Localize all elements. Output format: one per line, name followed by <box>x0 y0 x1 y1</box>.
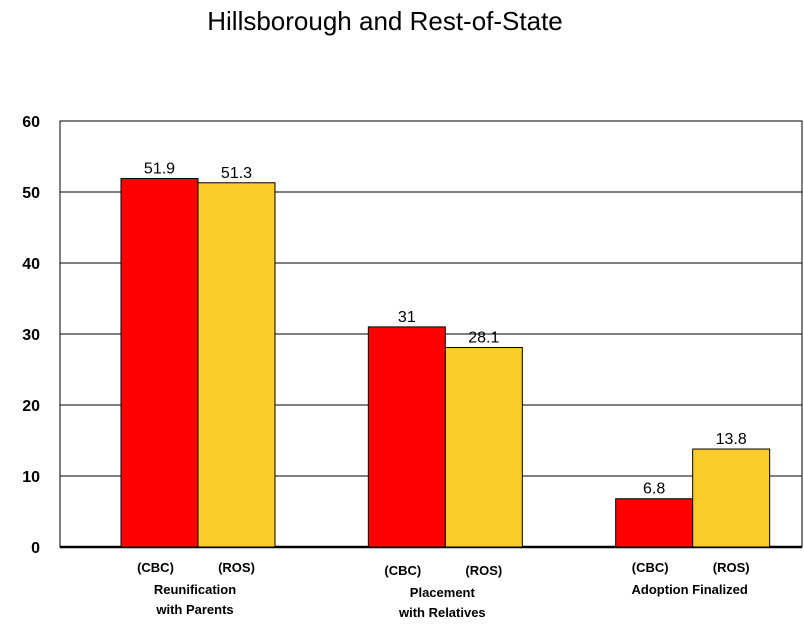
category-label: Adoption Finalized <box>632 582 748 597</box>
data-label: 51.3 <box>221 165 252 182</box>
chart-title: Hillsborough and Rest-of-State <box>207 6 563 36</box>
data-label: 28.1 <box>468 329 499 346</box>
y-tick-label: 50 <box>22 185 40 202</box>
series-label: (CBC) <box>632 560 669 575</box>
bar-cbc <box>367 326 446 548</box>
y-tick-label: 0 <box>31 540 40 557</box>
category-label: with Relatives <box>398 605 486 620</box>
y-tick-label: 10 <box>22 469 40 486</box>
data-label: 51.9 <box>144 161 175 178</box>
bar-ros <box>197 182 276 548</box>
y-tick-label: 60 <box>22 114 40 131</box>
bar-cbc <box>615 498 694 548</box>
category-label: with Parents <box>155 602 233 617</box>
series-label: (ROS) <box>218 560 255 575</box>
series-label: (ROS) <box>465 563 502 578</box>
bar-cbc <box>120 178 199 548</box>
bar-ros <box>692 448 771 548</box>
series-label: (CBC) <box>384 563 421 578</box>
y-tick-label: 40 <box>22 256 40 273</box>
series-label: (CBC) <box>137 560 174 575</box>
category-label: Reunification <box>154 582 236 597</box>
bar-ros <box>444 346 523 548</box>
data-label: 31 <box>398 309 416 326</box>
y-tick-label: 20 <box>22 398 40 415</box>
category-label: Placement <box>410 585 476 600</box>
data-label: 13.8 <box>716 431 747 448</box>
data-label: 6.8 <box>643 481 665 498</box>
bars <box>120 178 771 548</box>
y-tick-label: 30 <box>22 327 40 344</box>
series-label: (ROS) <box>713 560 750 575</box>
labels: 0 10 20 30 40 50 60 51.9 (CBC) 51.3 (ROS) Reunifica… <box>22 114 749 620</box>
